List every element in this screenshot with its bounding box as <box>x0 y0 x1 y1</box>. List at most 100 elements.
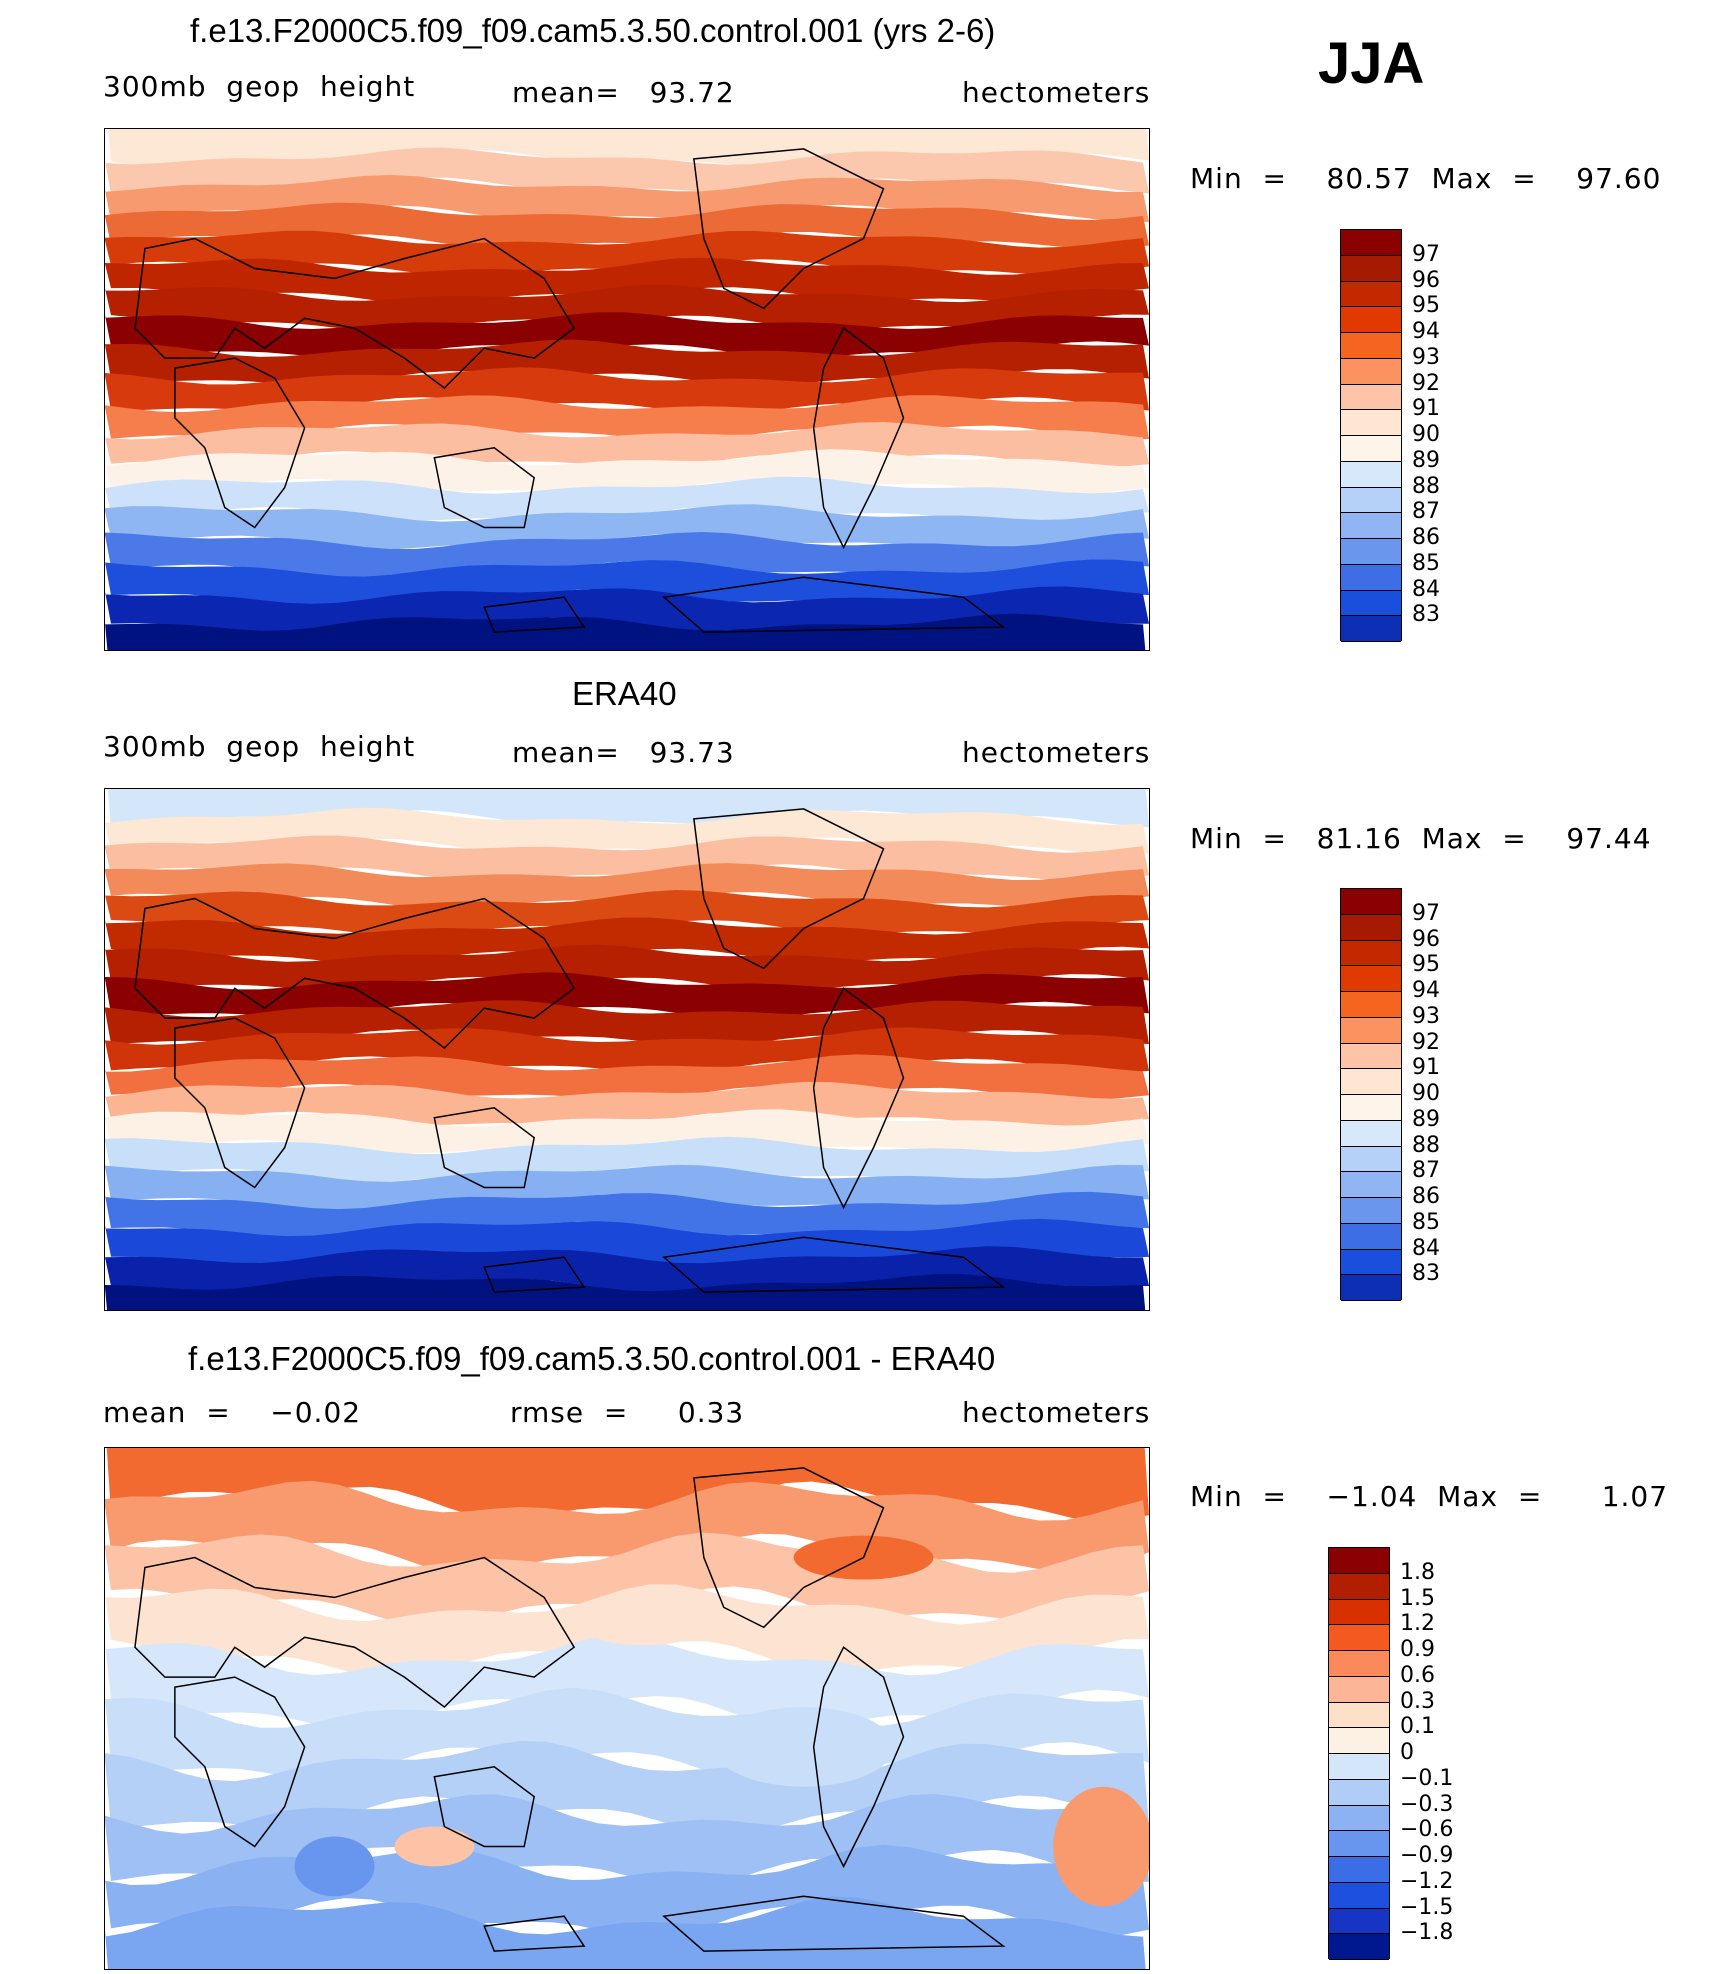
colorbar-swatch <box>1329 1651 1389 1677</box>
panel1-coastlines <box>134 148 1006 633</box>
contour-band <box>105 890 1149 937</box>
contour-band <box>105 147 1149 195</box>
colorbar-tick-label: 0 <box>1400 1740 1414 1765</box>
contour-band <box>105 1635 1149 1730</box>
anomaly-blob <box>713 1707 894 1787</box>
contour-band <box>106 1448 1149 1522</box>
season-label: JJA <box>1318 31 1425 96</box>
panel3-rmse-label: rmse = 0.33 <box>510 1396 745 1429</box>
colorbar-swatch <box>1341 487 1401 514</box>
colorbar-swatch <box>1341 1198 1401 1224</box>
colorbar-tick-label: 96 <box>1412 267 1440 293</box>
coastline <box>812 1646 905 1869</box>
colorbar-tick-label: −0.9 <box>1400 1843 1454 1868</box>
coastline <box>483 1256 586 1293</box>
colorbar-swatch <box>1329 1599 1389 1626</box>
colorbar-tick-label: −0.6 <box>1400 1817 1454 1843</box>
contour-band <box>105 1793 1149 1888</box>
contour-band <box>105 257 1149 305</box>
colorbar-swatch <box>1341 539 1401 565</box>
colorbar-swatch <box>1341 1069 1401 1095</box>
colorbar-swatch <box>1341 255 1401 282</box>
colorbar-swatch <box>1341 590 1401 617</box>
colorbar-swatch <box>1341 230 1401 256</box>
panel2-contour-bands <box>105 789 1149 1310</box>
panel1-map <box>104 128 1150 651</box>
coastline <box>662 576 1006 633</box>
coastline <box>662 1895 1006 1952</box>
colorbar-swatch <box>1329 1754 1389 1780</box>
anomaly-blob <box>584 1609 704 1646</box>
coastline <box>812 327 905 550</box>
colorbar-swatch <box>1341 307 1401 333</box>
colorbar-tick-label: 93 <box>1412 1003 1440 1029</box>
contour-band <box>105 230 1149 277</box>
panel3-mean-label: mean = −0.02 <box>103 1396 362 1429</box>
coastline <box>693 1467 885 1629</box>
contour-band <box>105 1896 1146 1969</box>
colorbar-swatch <box>1341 1172 1401 1198</box>
colorbar-tick-label: 90 <box>1412 422 1440 447</box>
colorbar-tick-label: 1.8 <box>1400 1559 1435 1585</box>
contour-band <box>105 807 1149 855</box>
colorbar-tick-label: 85 <box>1412 1209 1440 1235</box>
coastline <box>134 897 576 1049</box>
colorbar-swatch <box>1329 1882 1389 1909</box>
colorbar-tick-label: 97 <box>1412 900 1440 926</box>
panel1-colorbar <box>1340 229 1402 642</box>
contour-band <box>105 1274 1146 1310</box>
panel1-variable-label: 300mb geop height <box>103 70 416 103</box>
contour-band <box>105 1109 1149 1157</box>
colorbar-tick-label: 93 <box>1412 344 1440 370</box>
panel2-coastlines <box>134 808 1006 1293</box>
colorbar-swatch <box>1329 1857 1389 1883</box>
colorbar-tick-label: 0.9 <box>1400 1637 1435 1662</box>
colorbar-tick-label: 87 <box>1412 499 1440 525</box>
contour-band <box>105 1191 1149 1239</box>
colorbar-swatch <box>1341 333 1401 359</box>
colorbar-swatch <box>1341 1223 1401 1250</box>
colorbar-tick-label: 0.6 <box>1400 1662 1435 1688</box>
panel2-title: ERA40 <box>572 675 677 712</box>
contour-band <box>105 863 1149 910</box>
colorbar-tick-label: −0.3 <box>1400 1791 1454 1817</box>
colorbar-tick-label: 85 <box>1412 550 1440 576</box>
colorbar-swatch <box>1341 281 1401 308</box>
anomaly-blob <box>394 1826 475 1867</box>
coastline <box>812 987 905 1210</box>
coastline <box>693 808 885 970</box>
colorbar-swatch <box>1329 1728 1389 1754</box>
panel1-map-svg <box>105 129 1149 650</box>
colorbar-swatch <box>1329 1831 1389 1857</box>
panel3-colorbar <box>1328 1547 1390 1960</box>
panel3-contour-bands <box>105 1448 1149 1969</box>
colorbar-swatch <box>1329 1702 1389 1729</box>
colorbar-swatch <box>1341 461 1401 488</box>
colorbar-swatch <box>1341 513 1401 539</box>
panel2-map <box>104 788 1150 1311</box>
colorbar-tick-label: 88 <box>1412 1132 1440 1158</box>
colorbar-swatch <box>1329 1676 1389 1703</box>
coastline <box>174 1017 306 1189</box>
colorbar-tick-label: 92 <box>1412 370 1440 396</box>
colorbar-swatch <box>1341 1120 1401 1147</box>
contour-band <box>105 174 1149 222</box>
colorbar-tick-label: 97 <box>1412 241 1440 267</box>
contour-band <box>107 789 1149 828</box>
panel1-title: f.e13.F2000C5.f09_f09.cam5.3.50.control.… <box>190 12 996 49</box>
colorbar-swatch <box>1329 1548 1389 1574</box>
panel1-contour-bands <box>105 129 1149 650</box>
contour-band <box>105 339 1149 387</box>
colorbar-swatch <box>1341 436 1401 462</box>
colorbar-tick-label: −0.1 <box>1400 1765 1454 1791</box>
coastline <box>693 148 885 310</box>
colorbar-tick-label: 96 <box>1412 926 1440 952</box>
contour-band <box>105 1136 1149 1184</box>
colorbar-tick-label: −1.5 <box>1400 1894 1454 1920</box>
panel2-variable-label: 300mb geop height <box>103 730 416 763</box>
colorbar-tick-label: 90 <box>1412 1081 1440 1106</box>
colorbar-tick-label: 84 <box>1412 1235 1440 1261</box>
colorbar-swatch <box>1341 616 1401 642</box>
colorbar-swatch <box>1329 1934 1389 1960</box>
contour-band <box>105 312 1149 359</box>
